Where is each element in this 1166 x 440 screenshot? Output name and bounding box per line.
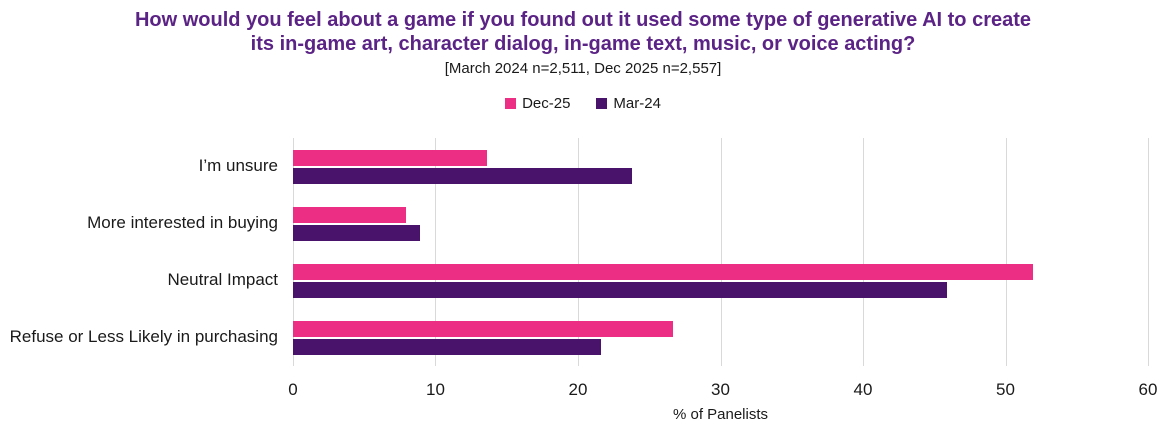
bar-mar-24	[293, 167, 633, 184]
bar-dec-25	[293, 206, 406, 223]
grid-line-20	[577, 138, 579, 366]
bar-dec-25	[293, 320, 674, 337]
chart-rows: I’m unsure More interested in buying Neutr…	[0, 138, 1166, 366]
chart-title: How would you feel about a game if you f…	[0, 8, 1166, 56]
chart-row: More interested in buying	[0, 195, 1166, 252]
category-label: Refuse or Less Likely in purchasing	[9, 327, 278, 347]
x-axis-ticks: 0 10 20 30 40 50 60	[288, 380, 1157, 402]
bar-mar-24	[293, 224, 420, 241]
category-label: Neutral Impact	[167, 270, 278, 290]
legend-label: Dec-25	[522, 95, 571, 112]
chart-row: Refuse or Less Likely in purchasing	[0, 309, 1166, 366]
category-label: I’m unsure	[198, 156, 278, 176]
x-tick-label: 10	[426, 380, 445, 399]
grid-line-0	[293, 138, 294, 366]
legend-label: Mar-24	[613, 95, 661, 112]
bar-group	[293, 206, 1148, 241]
bar-mar-24	[293, 281, 948, 298]
gridlines	[293, 138, 1149, 366]
grid-line-60	[1148, 138, 1149, 366]
bar-group	[293, 263, 1148, 298]
x-tick-label: 30	[711, 380, 730, 399]
legend-item-mar-24: Mar-24	[596, 95, 661, 112]
bar-mar-24	[293, 338, 601, 355]
x-tick-label: 0	[288, 380, 298, 399]
grid-line-30	[720, 138, 722, 366]
x-tick-label: 50	[996, 380, 1015, 399]
legend-swatch-dec-25	[505, 98, 517, 109]
grid-line-10	[435, 138, 437, 366]
bar-dec-25	[293, 149, 487, 166]
x-tick-label: 60	[1138, 380, 1158, 399]
bar-chart: I’m unsure More interested in buying Neutr…	[0, 138, 1166, 423]
category-label: More interested in buying	[87, 213, 278, 233]
x-axis-title: % of Panelists	[672, 406, 769, 423]
chart-title-line2: its in-game art, character dialog, in-ga…	[250, 33, 916, 55]
legend-item-dec-25: Dec-25	[505, 95, 570, 112]
legend: Dec-25 Mar-24	[0, 95, 1166, 112]
grid-line-50	[1005, 138, 1007, 366]
chart-title-line1: How would you feel about a game if you f…	[134, 9, 1032, 31]
bar-group	[293, 320, 1148, 355]
bar-group	[293, 149, 1148, 184]
x-tick-label: 40	[853, 380, 873, 399]
bar-dec-25	[293, 263, 1033, 280]
chart-row: Neutral Impact	[0, 252, 1166, 309]
legend-swatch-mar-24	[596, 98, 608, 109]
chart-row: I’m unsure	[0, 138, 1166, 195]
chart-subtitle: [March 2024 n=2,511, Dec 2025 n=2,557]	[444, 60, 722, 77]
x-tick-label: 20	[568, 380, 588, 399]
grid-line-40	[862, 138, 864, 366]
